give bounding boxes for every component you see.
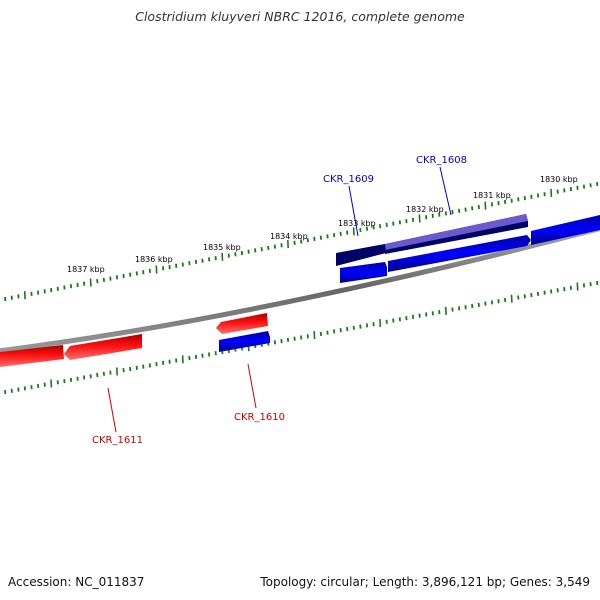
gene-CKR_1610-feature[interactable]: [219, 331, 270, 352]
ruler-upper: [4, 181, 599, 302]
ruler-label-1837: 1837 kbp: [67, 265, 105, 274]
ruler-label-1833: 1833 kbp: [338, 219, 376, 228]
gene-label-CKR_1611[interactable]: CKR_1611: [92, 435, 143, 446]
gene-CKR_1608-feature[interactable]: [388, 235, 531, 272]
ruler-labels: 1830 kbp 1831 kbp 1832 kbp 1833 kbp 1834…: [67, 175, 578, 274]
leader-CKR_1608: [439, 166, 452, 216]
genome-title: Clostridium kluyveri NBRC 12016, complet…: [135, 9, 465, 24]
genome-backbone: [0, 226, 600, 354]
leader-CKR_1611: [107, 387, 117, 433]
leader-CKR_1610: [247, 363, 257, 409]
leader-CKR_1609: [348, 185, 359, 237]
gene-CKR_1611-feature[interactable]: [64, 334, 142, 360]
ruler-label-1831: 1831 kbp: [473, 191, 511, 200]
ruler-label-1834: 1834 kbp: [270, 232, 308, 241]
reverse-strand-genes: [0, 313, 268, 367]
ruler-label-1836: 1836 kbp: [135, 255, 173, 264]
forward-strand-genes: [219, 215, 600, 352]
gene-CKR_1610-reverse-feature[interactable]: [216, 313, 268, 334]
gene-CKR_1609-selected[interactable]: [336, 244, 386, 266]
ruler-lower: [4, 280, 599, 395]
gene-leaders: [107, 166, 452, 433]
genome-summary-text: Topology: circular; Length: 3,896,121 bp…: [260, 575, 590, 589]
gene-CKR_1608-highlight[interactable]: [385, 214, 528, 250]
gene-label-CKR_1609[interactable]: CKR_1609: [323, 174, 374, 185]
ruler-label-1830: 1830 kbp: [540, 175, 578, 184]
ruler-label-1835: 1835 kbp: [203, 243, 241, 252]
gene-CKR_1609-feature[interactable]: [340, 262, 387, 283]
gene-label-CKR_1610[interactable]: CKR_1610: [234, 412, 285, 423]
selected-genes: [336, 214, 528, 266]
ruler-label-1832: 1832 kbp: [406, 205, 444, 214]
gene-labels: CKR_1608 CKR_1609 CKR_1610 CKR_1611: [92, 155, 467, 446]
accession-text: Accession: NC_011837: [8, 575, 145, 589]
gene-label-CKR_1608[interactable]: CKR_1608: [416, 155, 467, 166]
gene-left-edge-feature[interactable]: [0, 345, 64, 367]
gene-right-edge-feature[interactable]: [531, 215, 600, 245]
